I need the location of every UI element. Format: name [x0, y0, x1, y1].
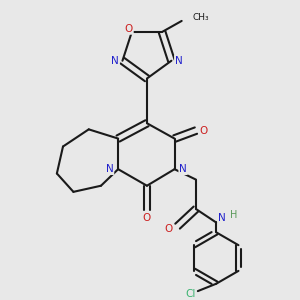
Text: Cl: Cl [185, 289, 196, 299]
Text: O: O [199, 126, 207, 136]
Text: O: O [165, 224, 173, 234]
Text: N: N [106, 164, 113, 174]
Text: N: N [179, 164, 187, 174]
Text: O: O [143, 213, 151, 223]
Text: N: N [175, 56, 183, 66]
Text: H: H [230, 210, 237, 220]
Text: N: N [218, 213, 226, 223]
Text: O: O [124, 24, 133, 34]
Text: N: N [111, 56, 119, 66]
Text: CH₃: CH₃ [193, 14, 209, 22]
